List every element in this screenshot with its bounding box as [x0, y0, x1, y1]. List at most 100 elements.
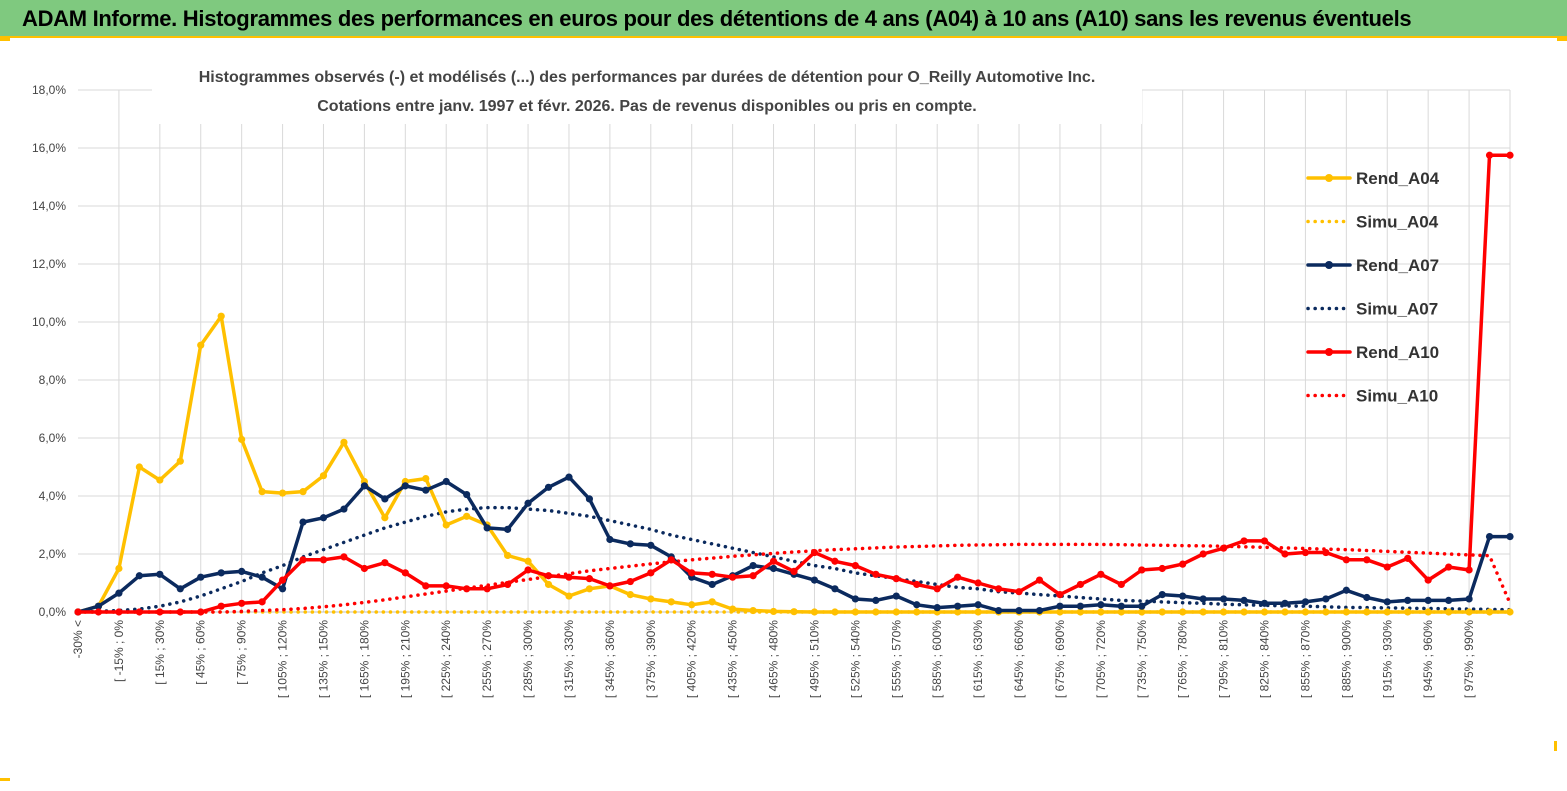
- x-tick-label: [ 45% ; 60%: [194, 620, 208, 685]
- data-point-Rend_A04: [422, 475, 430, 483]
- y-tick-label: 16,0%: [32, 141, 66, 155]
- data-point-Rend_A04: [1485, 608, 1494, 616]
- data-point-Rend_A04: [974, 608, 982, 616]
- data-point-Rend_A04: [810, 608, 819, 616]
- data-point-Rend_A04: [769, 607, 778, 616]
- data-point-Rend_A04: [1445, 608, 1453, 616]
- x-tick-label: [ 405% ; 420%: [685, 620, 699, 698]
- data-point-Rend_A04: [238, 435, 246, 444]
- data-point-Rend_A07: [524, 499, 532, 507]
- data-point-Rend_A10: [1424, 576, 1432, 584]
- data-point-Rend_A10: [1076, 580, 1084, 589]
- data-point-Rend_A10: [94, 608, 103, 616]
- data-point-Rend_A07: [1056, 602, 1064, 610]
- data-point-Rend_A10: [565, 573, 573, 581]
- data-point-Rend_A10: [1220, 544, 1228, 552]
- data-point-Rend_A04: [626, 591, 634, 599]
- data-point-Rend_A07: [1097, 601, 1105, 609]
- data-point-Rend_A04: [1424, 608, 1432, 616]
- x-tick-label: [ 465% ; 480%: [767, 620, 781, 698]
- data-point-Rend_A04: [1281, 608, 1289, 616]
- data-point-Rend_A10: [1465, 566, 1473, 574]
- data-point-Rend_A10: [463, 585, 471, 593]
- legend-marker-Rend_A10: [1325, 348, 1333, 356]
- x-tick-label: [ 885% ; 900%: [1339, 620, 1353, 698]
- data-point-Rend_A10: [217, 602, 225, 610]
- data-point-Rend_A04: [790, 608, 798, 616]
- data-point-Rend_A10: [504, 580, 512, 589]
- data-point-Rend_A10: [258, 598, 266, 606]
- x-tick-label: [ 225% ; 240%: [439, 620, 453, 698]
- x-tick-label: [ 765% ; 780%: [1176, 620, 1190, 698]
- x-tick-label: [ 105% ; 120%: [276, 620, 290, 698]
- y-tick-label: 6,0%: [39, 431, 67, 445]
- data-point-Rend_A07: [1117, 602, 1125, 610]
- x-tick-label: [ 165% ; 180%: [357, 620, 371, 698]
- data-point-Rend_A10: [1035, 576, 1044, 584]
- x-tick-label: [ 825% ; 840%: [1258, 620, 1272, 698]
- data-point-Rend_A10: [1138, 566, 1146, 574]
- data-point-Rend_A07: [1383, 598, 1391, 606]
- data-point-Rend_A04: [156, 476, 164, 484]
- data-point-Rend_A10: [442, 582, 450, 590]
- data-point-Rend_A10: [913, 580, 921, 589]
- legend-label-Simu_A07: Simu_A07: [1356, 300, 1438, 319]
- data-point-Rend_A07: [381, 495, 389, 503]
- data-point-Rend_A10: [319, 556, 328, 564]
- data-point-Rend_A07: [258, 573, 266, 581]
- data-point-Rend_A07: [299, 518, 307, 526]
- data-point-Rend_A04: [258, 488, 266, 496]
- x-tick-label: [ 915% ; 930%: [1380, 620, 1394, 698]
- data-point-Rend_A04: [831, 608, 839, 616]
- data-point-Rend_A10: [688, 569, 696, 577]
- data-point-Rend_A04: [749, 606, 757, 615]
- series-line-Rend_A07: [76, 475, 1512, 614]
- legend-label-Rend_A07: Rend_A07: [1356, 256, 1439, 275]
- data-point-Rend_A07: [1322, 595, 1330, 603]
- legend-label-Simu_A04: Simu_A04: [1356, 213, 1439, 232]
- y-axis: 0,0% 2,0% 4,0% 6,0% 8,0% 10,0% 12,0% 14,0% 16,0%…: [32, 83, 66, 619]
- data-point-Rend_A10: [974, 579, 982, 587]
- data-point-Rend_A04: [299, 488, 307, 496]
- data-point-Rend_A04: [340, 438, 348, 446]
- x-tick-label: [ 75% ; 90%: [235, 620, 249, 685]
- data-point-Rend_A07: [1445, 596, 1453, 605]
- data-point-Rend_A07: [769, 564, 778, 573]
- data-point-Rend_A07: [1301, 598, 1310, 606]
- data-point-Rend_A10: [544, 572, 553, 580]
- histogram-chart: 0,0% 2,0% 4,0% 6,0% 8,0% 10,0% 12,0% 14,0% 16,0%…: [32, 60, 1514, 698]
- data-point-Rend_A04: [1383, 608, 1391, 616]
- data-point-Rend_A04: [1220, 608, 1228, 616]
- x-tick-label: [ -15% ; 0%: [112, 620, 126, 682]
- data-point-Rend_A04: [544, 580, 553, 589]
- data-point-Rend_A07: [442, 477, 450, 486]
- data-point-Rend_A04: [1363, 608, 1371, 616]
- x-tick-label: [ 435% ; 450%: [726, 620, 740, 698]
- data-point-Rend_A10: [524, 566, 532, 574]
- report-title: ADAM Informe. Histogrammes des performan…: [22, 6, 1412, 31]
- data-point-Rend_A10: [1506, 151, 1514, 159]
- data-point-Rend_A04: [381, 514, 389, 522]
- data-point-Rend_A10: [933, 585, 941, 593]
- data-point-Rend_A10: [667, 556, 675, 564]
- data-point-Rend_A04: [1076, 608, 1084, 616]
- data-point-Rend_A10: [585, 575, 594, 583]
- data-point-Rend_A04: [278, 489, 287, 497]
- series-line-Simu_A07: [76, 505, 1512, 614]
- data-point-Rend_A07: [933, 604, 941, 612]
- data-point-Rend_A10: [729, 573, 737, 581]
- data-point-Rend_A10: [1240, 537, 1248, 545]
- data-point-Rend_A04: [667, 598, 675, 606]
- data-point-Rend_A04: [176, 457, 184, 465]
- corner-mark-bl: [0, 778, 10, 781]
- corner-mark-tr: [1557, 38, 1567, 41]
- data-point-Rend_A04: [708, 598, 716, 606]
- data-point-Rend_A10: [197, 608, 205, 616]
- data-point-Rend_A04: [524, 557, 532, 565]
- x-tick-label: [ 975% ; 990%: [1462, 620, 1476, 698]
- data-point-Rend_A10: [422, 582, 430, 590]
- data-point-Rend_A10: [1117, 580, 1125, 589]
- corner-mark-br: [1554, 741, 1557, 751]
- data-point-Rend_A04: [729, 605, 737, 613]
- data-point-Rend_A07: [606, 535, 614, 544]
